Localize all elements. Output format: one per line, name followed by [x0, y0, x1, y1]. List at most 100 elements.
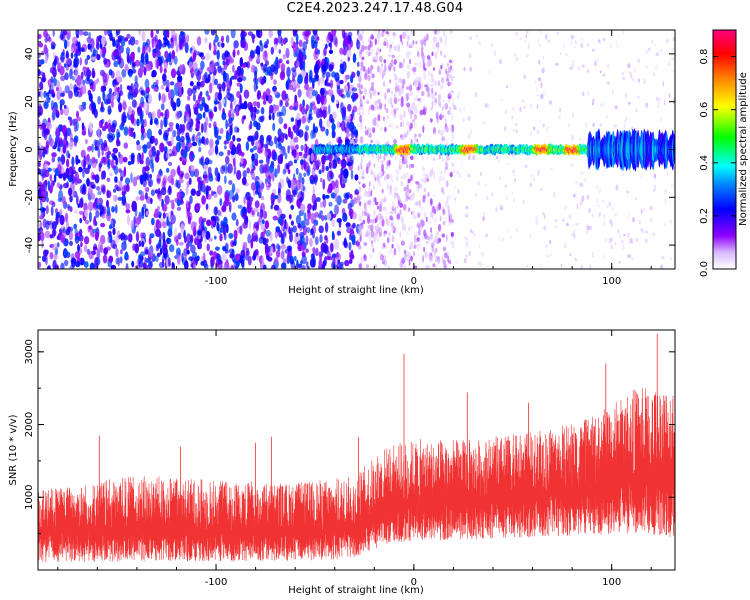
noise-blob	[438, 129, 440, 134]
noise-blob	[388, 65, 391, 72]
noise-blob	[377, 124, 379, 128]
noise-blob	[483, 212, 486, 216]
noise-blob	[274, 37, 278, 43]
noise-blob	[361, 31, 364, 35]
noise-blob	[50, 100, 55, 110]
noise-blob	[546, 126, 549, 133]
noise-blob	[54, 109, 60, 116]
noise-blob	[591, 214, 595, 218]
noise-blob	[304, 83, 310, 91]
noise-blob	[383, 116, 385, 122]
noise-blob	[312, 185, 315, 196]
noise-blob	[369, 128, 372, 133]
noise-blob	[564, 243, 567, 249]
noise-blob	[378, 251, 382, 255]
noise-blob	[385, 244, 388, 251]
noise-blob	[358, 103, 362, 111]
noise-blob	[390, 247, 393, 254]
noise-blob	[289, 105, 294, 110]
noise-blob	[64, 85, 70, 94]
noise-blob	[389, 79, 392, 84]
noise-blob	[383, 155, 386, 161]
noise-blob	[448, 259, 452, 265]
noise-blob	[324, 215, 328, 221]
noise-blob	[75, 120, 79, 132]
noise-blob	[539, 264, 542, 269]
noise-blob	[218, 228, 223, 235]
noise-blob	[419, 220, 422, 228]
noise-blob	[197, 131, 201, 137]
noise-blob	[379, 220, 382, 225]
noise-blob	[452, 192, 455, 197]
noise-blob	[383, 59, 387, 64]
noise-blob	[93, 243, 98, 251]
noise-blob	[130, 220, 135, 230]
noise-blob	[61, 124, 67, 135]
noise-blob	[202, 174, 208, 179]
noise-blob	[627, 254, 631, 258]
noise-blob	[71, 257, 76, 268]
noise-blob	[38, 33, 42, 40]
noise-blob	[141, 30, 146, 42]
noise-blob	[603, 214, 605, 219]
noise-blob	[163, 243, 168, 248]
noise-blob	[217, 65, 222, 72]
noise-blob	[429, 171, 434, 178]
noise-blob	[484, 103, 488, 108]
noise-blob	[450, 80, 453, 86]
noise-blob	[143, 101, 148, 112]
noise-blob	[351, 87, 358, 92]
noise-blob	[580, 38, 584, 41]
noise-blob	[384, 92, 387, 100]
noise-blob	[202, 138, 206, 146]
noise-blob	[361, 56, 365, 61]
noise-blob	[398, 54, 401, 58]
noise-blob	[313, 63, 319, 75]
noise-blob	[383, 230, 388, 234]
noise-blob	[223, 62, 228, 70]
noise-blob	[430, 118, 433, 123]
noise-blob	[192, 141, 197, 147]
noise-blob	[602, 37, 606, 41]
noise-blob	[185, 202, 190, 209]
noise-blob	[386, 208, 388, 217]
noise-blob	[59, 214, 65, 226]
noise-blob	[320, 177, 323, 183]
noise-blob	[537, 94, 539, 97]
noise-blob	[90, 193, 95, 200]
noise-blob	[87, 201, 93, 212]
noise-blob	[270, 192, 276, 204]
noise-blob	[83, 104, 86, 110]
noise-blob	[160, 187, 167, 196]
noise-blob	[369, 181, 371, 187]
noise-blob	[45, 197, 49, 203]
noise-blob	[425, 240, 429, 244]
noise-blob	[395, 226, 399, 234]
noise-blob	[591, 101, 595, 106]
noise-blob	[143, 90, 150, 100]
noise-blob	[360, 165, 363, 170]
noise-blob	[589, 264, 592, 269]
noise-blob	[174, 235, 179, 243]
noise-blob	[438, 154, 442, 159]
noise-blob	[361, 175, 365, 180]
noise-blob	[336, 261, 342, 269]
noise-blob	[259, 208, 264, 219]
noise-blob	[463, 67, 467, 72]
noise-blob	[286, 66, 291, 78]
noise-blob	[387, 96, 391, 105]
noise-blob	[480, 251, 485, 258]
noise-blob	[323, 256, 327, 267]
noise-blob	[368, 229, 372, 235]
noise-blob	[57, 197, 63, 203]
noise-blob	[154, 189, 158, 194]
noise-blob	[602, 100, 605, 107]
noise-blob	[239, 255, 244, 264]
noise-blob	[410, 229, 413, 233]
noise-blob	[421, 54, 425, 62]
noise-blob	[519, 106, 522, 113]
noise-blob	[65, 251, 71, 259]
noise-blob	[446, 63, 450, 67]
noise-blob	[565, 53, 569, 57]
